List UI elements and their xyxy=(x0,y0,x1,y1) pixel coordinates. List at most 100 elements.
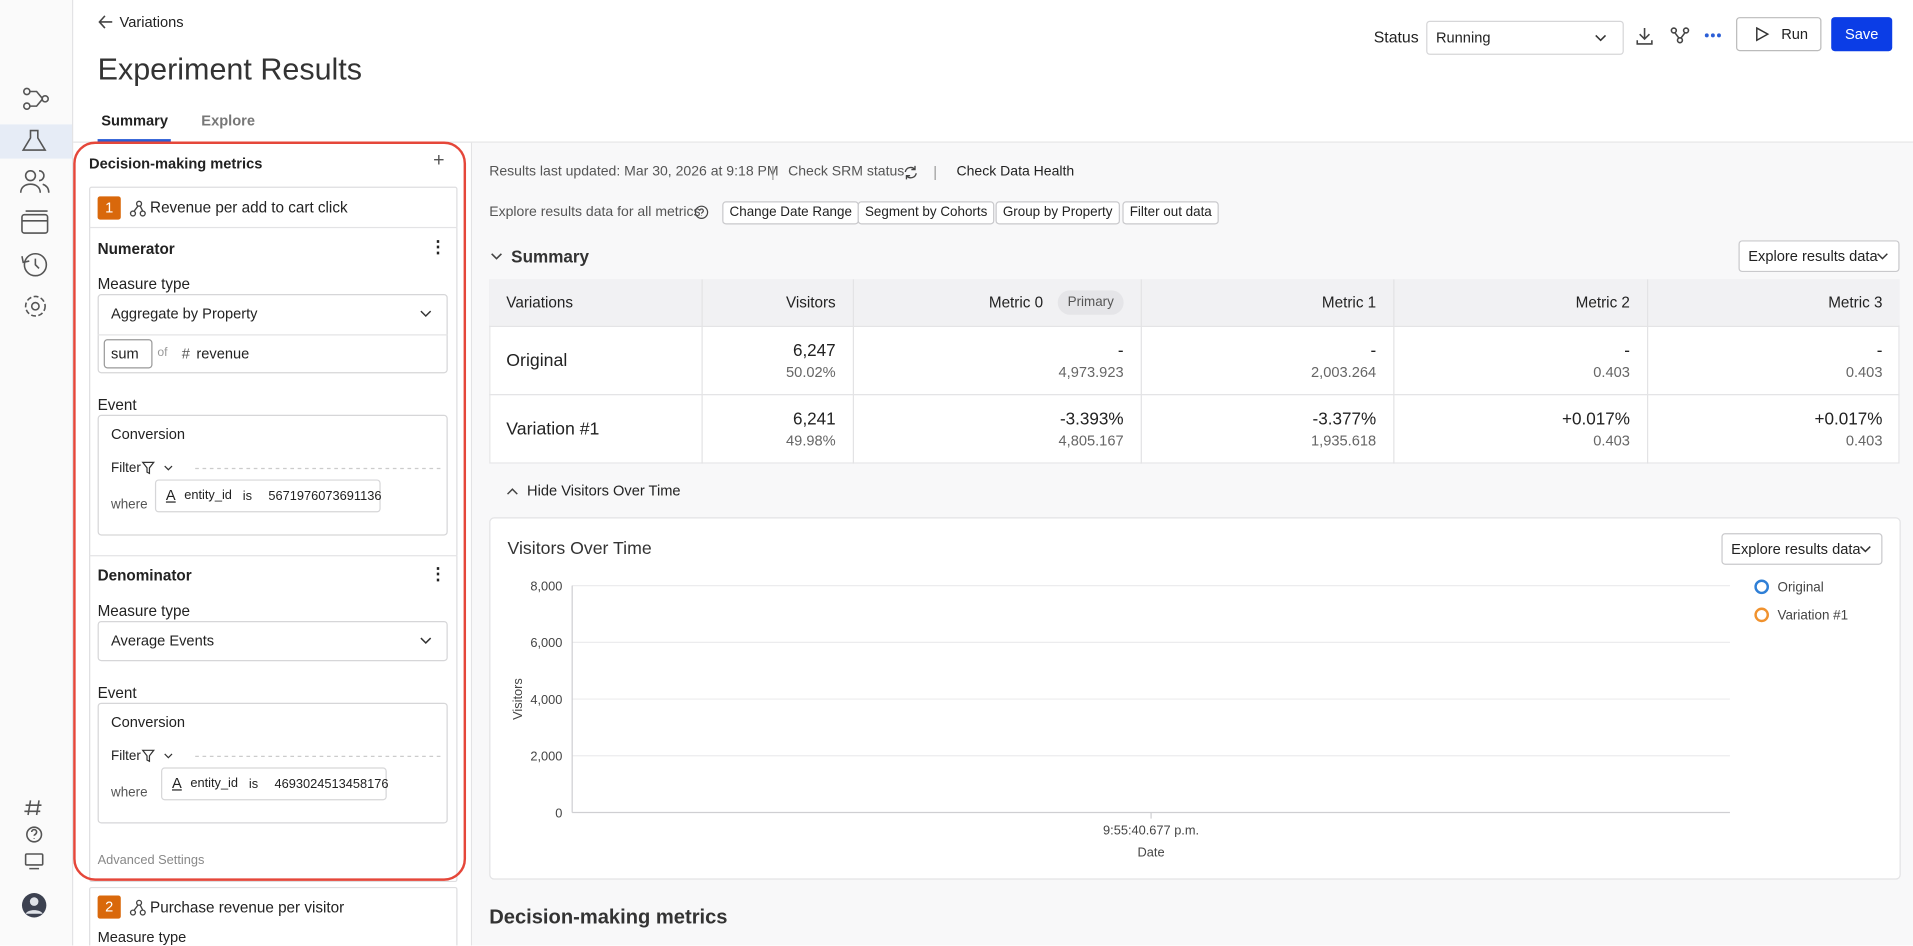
icon-pages[interactable] xyxy=(21,210,49,234)
metric-icon xyxy=(129,200,146,217)
cell-sub: 0.403 xyxy=(1845,363,1883,381)
column-header: Metric 3 xyxy=(1828,294,1883,312)
sidebar xyxy=(73,142,473,946)
measure-select[interactable] xyxy=(97,294,448,374)
icon-settings[interactable] xyxy=(24,295,46,317)
property-hash: # xyxy=(181,345,190,363)
visitors-chart: 0 2,000 4,000 6,000 8,000 9:55:40.677 p.m. Dat… xyxy=(510,578,1849,859)
event-box xyxy=(97,702,448,824)
cell-sub: 49.98% xyxy=(786,431,836,449)
srm-link[interactable]: Check SRM status xyxy=(788,164,905,180)
refresh-icon[interactable] xyxy=(903,165,919,181)
col-divider xyxy=(1647,279,1649,464)
nav-icons xyxy=(19,87,50,918)
advanced-settings[interactable]: Advanced Settings xyxy=(97,852,205,868)
toolbar-icons xyxy=(1636,27,1721,45)
event-box xyxy=(97,414,448,536)
field-label: Event xyxy=(97,684,137,702)
tab[interactable]: Summary xyxy=(101,112,168,130)
field-label: Measure type xyxy=(97,602,190,620)
health-link[interactable]: Check Data Health xyxy=(956,164,1075,180)
section-menu[interactable]: ⋮ xyxy=(429,236,447,257)
icon-flows[interactable] xyxy=(22,87,49,110)
section-menu[interactable]: ⋮ xyxy=(429,563,447,584)
divider xyxy=(97,334,448,336)
col-divider xyxy=(701,279,703,464)
legend-label: Original xyxy=(1778,580,1824,595)
more[interactable] xyxy=(1704,33,1721,38)
y-axis-label: Visitors xyxy=(510,678,525,720)
chevron[interactable] xyxy=(505,484,520,499)
action-button[interactable]: Change Date Range xyxy=(722,201,860,225)
explore-prompt: Explore results data for all metrics xyxy=(489,204,701,220)
explore-button[interactable] xyxy=(1738,240,1900,273)
tab-underline xyxy=(97,139,171,142)
table-header xyxy=(489,279,1900,326)
y-tick-label: 6,000 xyxy=(530,635,562,650)
measure-value: Aggregate by Property xyxy=(111,305,258,323)
icon-audiences[interactable] xyxy=(19,170,50,193)
field-icon: A xyxy=(165,486,176,504)
where-label: where xyxy=(111,785,148,801)
x-tick-label: 9:55:40.677 p.m. xyxy=(1103,822,1199,837)
back-arrow[interactable] xyxy=(98,13,115,30)
download[interactable] xyxy=(1636,28,1653,45)
run-label: Run xyxy=(1781,25,1809,43)
filter-icon xyxy=(141,461,442,475)
chevron xyxy=(420,637,432,644)
variation-name: Original xyxy=(506,351,568,371)
run-button[interactable] xyxy=(1736,17,1822,52)
chevron[interactable] xyxy=(489,249,504,264)
icon-help[interactable] xyxy=(26,826,43,843)
chevron xyxy=(1877,253,1888,260)
condition-pill xyxy=(161,767,387,801)
cell-value: -3.377% xyxy=(1312,408,1377,429)
divider xyxy=(89,555,458,557)
filter-label[interactable]: Filter xyxy=(111,461,141,476)
icon-history[interactable] xyxy=(21,252,48,277)
measure-select[interactable] xyxy=(97,620,448,662)
cell-sub: 1,935.618 xyxy=(1311,431,1377,449)
section-title: Summary xyxy=(511,246,590,266)
col-divider xyxy=(1140,279,1142,464)
share[interactable] xyxy=(1670,27,1690,44)
metric-icon xyxy=(129,899,146,916)
field-label: Measure type xyxy=(97,928,187,946)
filter-label[interactable]: Filter xyxy=(111,749,141,764)
toggle-chart[interactable]: Hide Visitors Over Time xyxy=(527,481,681,499)
chart-card xyxy=(489,517,1901,880)
metric-name: Purchase revenue per visitor xyxy=(150,899,345,917)
field-label: Measure type xyxy=(97,275,190,293)
agg-select[interactable] xyxy=(103,339,153,369)
divider xyxy=(89,226,458,229)
tab[interactable]: Explore xyxy=(201,112,255,130)
action-button[interactable]: Filter out data xyxy=(1122,201,1220,225)
section-title: Denominator xyxy=(97,567,192,585)
column-header: Variations xyxy=(506,294,573,312)
back-link[interactable]: Variations xyxy=(119,13,184,31)
icon-display[interactable] xyxy=(24,853,44,870)
cell-sub: 4,805.167 xyxy=(1058,431,1124,449)
where-label: where xyxy=(111,497,148,513)
action-button[interactable]: Segment by Cohorts xyxy=(857,201,995,225)
action-button[interactable]: Group by Property xyxy=(995,201,1120,225)
icon-experiments[interactable] xyxy=(21,129,47,151)
event-name: Conversion xyxy=(111,425,186,443)
field-label: Event xyxy=(97,396,137,414)
highlight-outline xyxy=(73,141,467,881)
y-tick-label: 4,000 xyxy=(530,692,562,707)
measure-value: Average Events xyxy=(111,631,215,650)
status-select[interactable] xyxy=(1426,20,1624,55)
icon-hash[interactable] xyxy=(24,800,42,816)
save-button[interactable]: Save xyxy=(1831,17,1893,52)
explore-label: Explore results data xyxy=(1748,247,1878,265)
metric-name: Revenue per add to cart click xyxy=(150,198,348,216)
column-header: Metric 0 xyxy=(988,294,1044,312)
col-divider xyxy=(1393,279,1395,464)
avatar[interactable] xyxy=(21,893,47,918)
legend-label: Variation #1 xyxy=(1778,608,1849,623)
explore-button[interactable] xyxy=(1721,533,1883,565)
add-metric[interactable]: + xyxy=(433,150,445,171)
